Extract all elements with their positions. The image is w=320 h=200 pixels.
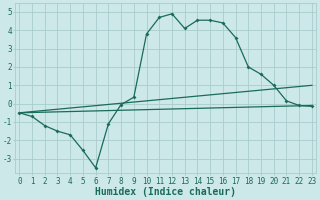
X-axis label: Humidex (Indice chaleur): Humidex (Indice chaleur): [95, 187, 236, 197]
